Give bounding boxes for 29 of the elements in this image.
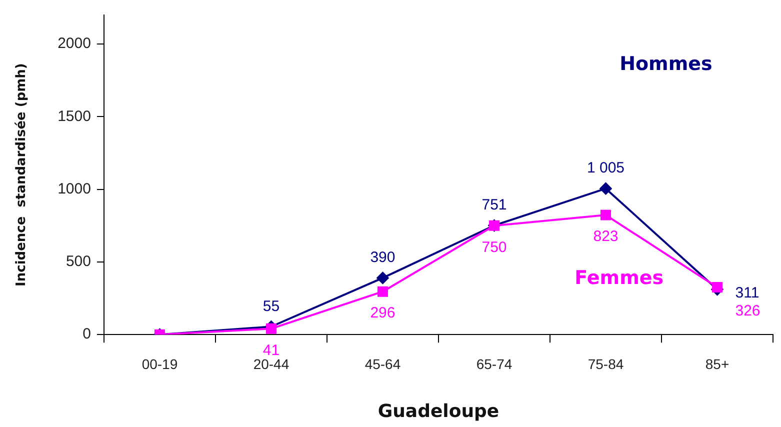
data-label: 750 (482, 238, 507, 256)
y-axis-title: Incidence standardisée (pmh) (14, 63, 30, 286)
y-tick-label: 1000 (58, 180, 91, 198)
data-label: 326 (735, 302, 760, 320)
x-tick-label: 75-84 (588, 356, 624, 372)
text: Hommes (620, 52, 712, 75)
point (712, 282, 722, 292)
x-tick-label: 85+ (705, 356, 730, 372)
data-label: 390 (370, 249, 396, 266)
x-axis-title: Guadeloupe (378, 400, 500, 422)
y-tick-label: 2000 (58, 35, 91, 52)
point (600, 210, 611, 220)
point (266, 323, 276, 334)
data-label: 55 (262, 298, 280, 315)
x-tick-label: 00-19 (142, 356, 178, 372)
y-tick-label: 1500 (58, 108, 91, 125)
point (376, 272, 389, 284)
data-label: 823 (593, 228, 618, 246)
data-label: 296 (370, 304, 396, 322)
series-label: Femmes (574, 266, 664, 289)
y-tick-label: 500 (66, 253, 91, 270)
y-tick-label: 0 (82, 326, 91, 343)
data-label: 751 (482, 196, 507, 214)
data-label: 311 (735, 284, 760, 302)
x-tick-label: 65-74 (476, 356, 512, 372)
x-tick-label: 45-64 (364, 356, 401, 372)
data-label: 1 005 (586, 160, 625, 177)
point (600, 182, 612, 195)
point (377, 286, 388, 297)
